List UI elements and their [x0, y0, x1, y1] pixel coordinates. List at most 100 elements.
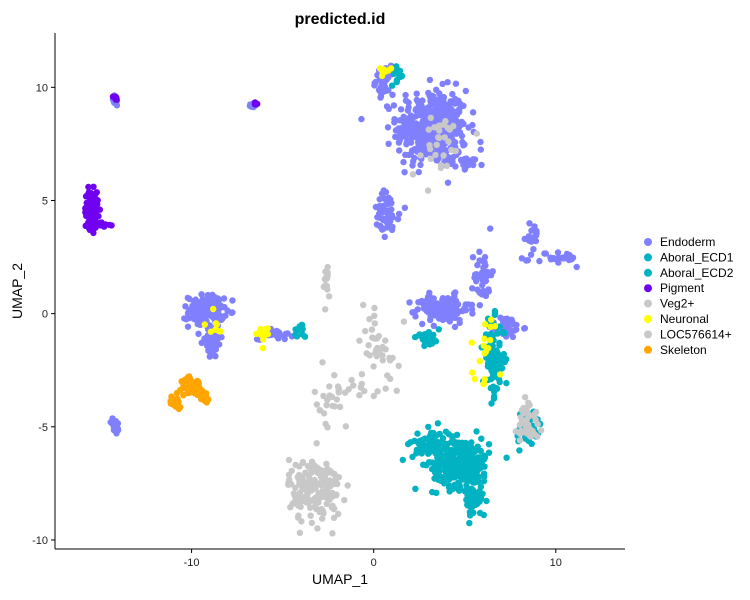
data-point — [395, 362, 402, 370]
legend-label: Veg2+ — [660, 297, 694, 311]
data-point — [211, 294, 219, 301]
data-point — [396, 67, 404, 75]
data-point — [371, 82, 378, 89]
data-point — [86, 226, 94, 233]
data-point — [447, 439, 455, 446]
data-point — [374, 388, 381, 395]
data-point — [415, 103, 423, 110]
data-point — [325, 293, 333, 300]
data-point — [431, 475, 438, 482]
data-point — [333, 396, 340, 403]
data-point — [457, 156, 465, 164]
series-veg2- — [285, 359, 545, 537]
data-point — [335, 474, 342, 481]
data-point — [295, 512, 302, 519]
data-point — [385, 140, 392, 147]
data-point — [330, 470, 337, 477]
data-point — [489, 370, 497, 378]
data-point — [477, 483, 485, 490]
data-point — [443, 162, 451, 169]
data-point — [389, 223, 396, 231]
data-point — [328, 393, 336, 401]
data-point — [197, 395, 205, 403]
data-point — [490, 393, 498, 400]
data-point — [485, 449, 493, 456]
data-point — [174, 395, 181, 402]
data-point — [507, 330, 514, 337]
data-point — [344, 482, 351, 489]
data-point — [373, 347, 380, 354]
data-point — [385, 105, 392, 113]
legend-marker — [644, 299, 652, 308]
data-point — [469, 285, 476, 292]
data-point — [440, 99, 448, 107]
data-point — [487, 323, 494, 330]
legend-label: Neuronal — [660, 312, 709, 326]
data-point — [452, 163, 459, 170]
data-point — [382, 385, 389, 392]
data-point — [382, 188, 390, 196]
data-point — [402, 97, 410, 104]
data-point — [397, 106, 405, 113]
data-point — [198, 291, 205, 298]
data-point — [487, 225, 494, 232]
data-point — [496, 378, 503, 386]
data-point — [425, 423, 432, 431]
data-point — [469, 254, 477, 261]
legend-item: Endoderm — [644, 235, 715, 249]
data-point — [304, 483, 312, 490]
data-point — [180, 392, 187, 399]
data-point — [366, 315, 373, 323]
data-point — [378, 72, 386, 80]
data-point — [520, 409, 527, 417]
scatter-points — [82, 62, 580, 537]
legend-marker — [644, 330, 652, 339]
data-point — [185, 314, 193, 322]
data-point — [456, 319, 463, 327]
y-axis-label: UMAP_2 — [9, 263, 25, 319]
data-point — [409, 453, 416, 461]
data-point — [415, 98, 422, 106]
data-point — [449, 465, 456, 472]
data-point — [461, 141, 468, 148]
data-point — [488, 400, 495, 407]
data-point — [380, 66, 388, 73]
data-point — [203, 303, 211, 311]
data-point — [499, 329, 507, 336]
data-point — [214, 310, 221, 317]
data-point — [456, 108, 463, 116]
data-point — [292, 484, 299, 492]
data-point — [402, 91, 409, 99]
data-point — [325, 494, 332, 502]
data-point — [295, 502, 302, 509]
data-point — [373, 221, 381, 228]
data-point — [468, 306, 476, 313]
data-point — [331, 372, 338, 379]
data-point — [451, 323, 459, 331]
data-point — [295, 471, 303, 479]
data-point — [482, 292, 490, 300]
legend-item: Skeleton — [644, 343, 707, 357]
data-point — [470, 449, 477, 456]
legend-label: Endoderm — [660, 235, 715, 249]
data-point — [411, 437, 418, 444]
data-point — [468, 444, 475, 451]
data-point — [555, 259, 562, 266]
data-point — [446, 107, 454, 114]
data-point — [526, 412, 533, 419]
data-point — [313, 401, 321, 408]
data-point — [379, 352, 386, 359]
data-point — [319, 488, 326, 495]
data-point — [434, 420, 442, 427]
data-point — [210, 315, 217, 322]
data-point — [531, 411, 538, 418]
data-point — [285, 456, 293, 464]
data-point — [474, 261, 481, 269]
data-point — [319, 508, 327, 515]
data-point — [399, 124, 406, 131]
data-point — [471, 156, 479, 163]
data-point — [435, 326, 442, 333]
data-point — [478, 269, 486, 276]
data-point — [453, 431, 461, 438]
